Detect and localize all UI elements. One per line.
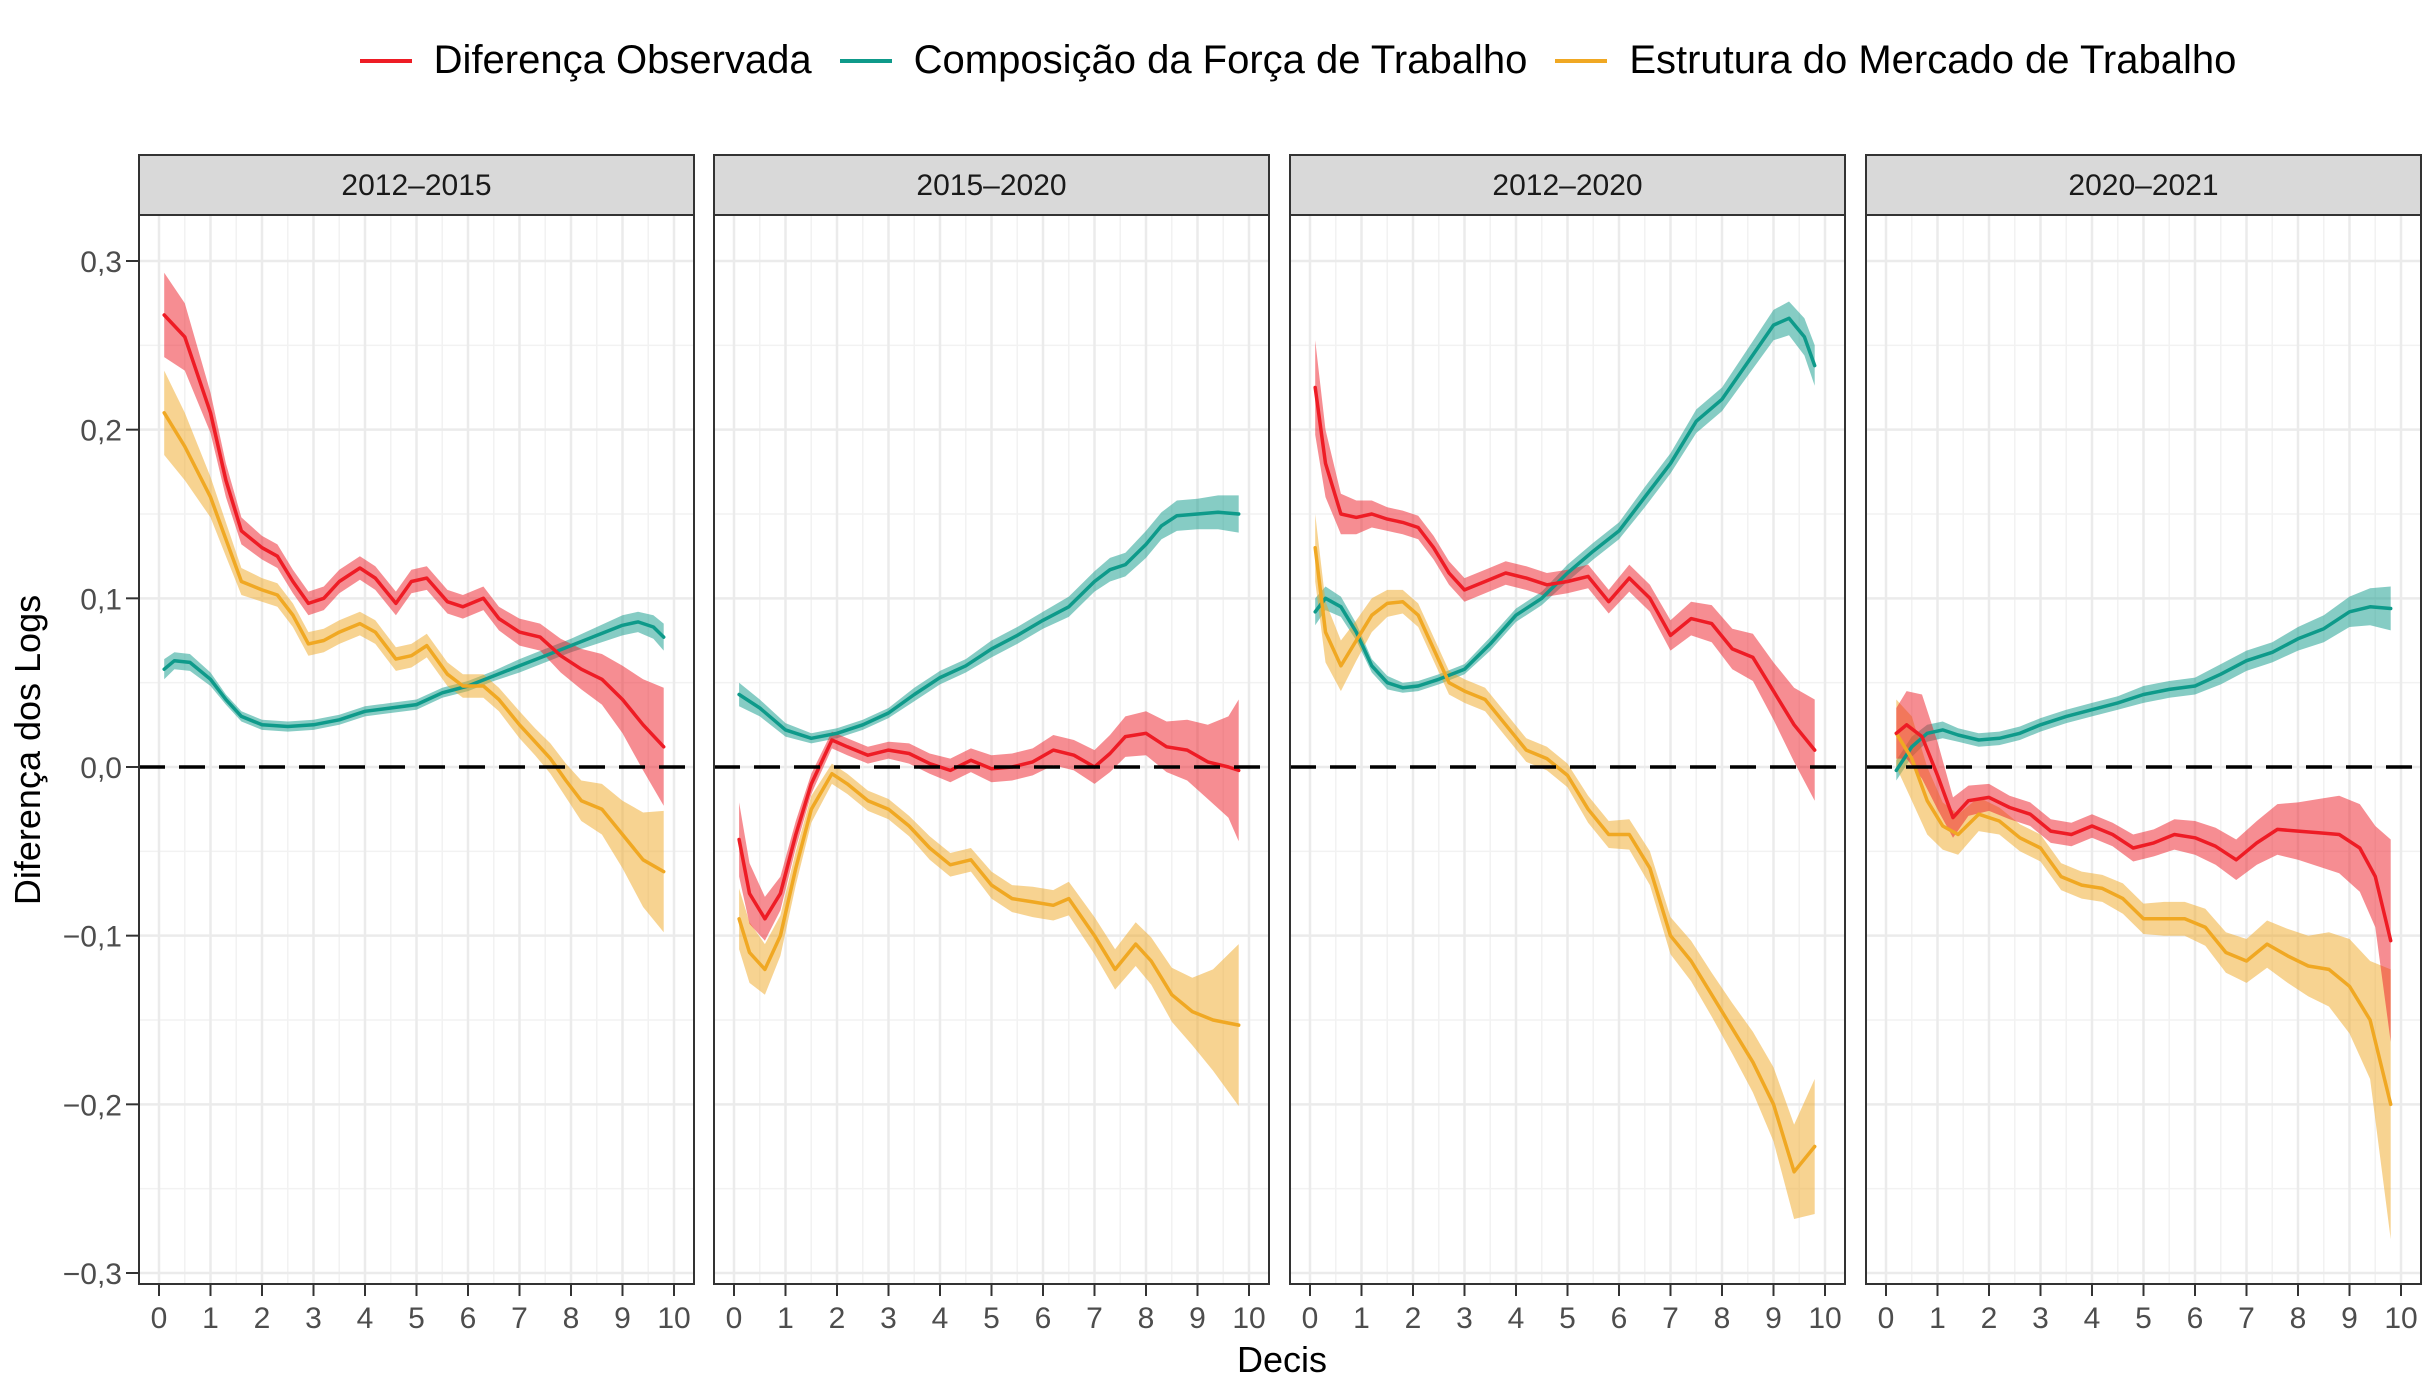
confidence-band-composition (164, 611, 664, 732)
panel-2012-2015: 2012–2015 0 1 2 3 4 5 6 7 8 9 10 (138, 154, 695, 1335)
panel-2015-2020: 2015–2020 0 1 2 3 4 5 6 7 8 9 10 (713, 154, 1270, 1335)
legend-item-observed: Diferença Observada (359, 38, 812, 83)
x-tick-label: 2 (1981, 1302, 1998, 1335)
x-tick-label: 7 (1662, 1302, 1679, 1335)
facet-strip (138, 154, 695, 216)
x-tick-label: 5 (983, 1302, 1000, 1335)
x-axis-title: Decis (1237, 1339, 1327, 1380)
facet-strip (1289, 154, 1846, 216)
y-axis-title: Diferença dos Logs (7, 595, 48, 905)
legend-label-structure: Estrutura do Mercado de Trabalho (1629, 38, 2237, 82)
x-tick-label: 8 (1714, 1302, 1731, 1335)
x-tick-label: 1 (202, 1302, 219, 1335)
series-line-composition (162, 620, 666, 729)
y-tick-label: 0,1 (80, 583, 122, 616)
legend-label-observed: Diferença Observada (433, 38, 812, 82)
series-line-observed (162, 313, 666, 749)
x-tick-label: 5 (408, 1302, 425, 1335)
panel-2012-2020: 2012–2020 0 1 2 3 4 5 6 7 8 9 10 (1289, 154, 1846, 1335)
facet-title: 2015–2020 (916, 169, 1066, 202)
x-tick-label: 9 (2341, 1302, 2358, 1335)
x-tick-label: 6 (2187, 1302, 2204, 1335)
confidence-band-observed (1315, 340, 1815, 801)
x-tick-label: 2 (1405, 1302, 1422, 1335)
y-tick-label: −0,2 (63, 1089, 122, 1122)
x-tick-label: 5 (2135, 1302, 2152, 1335)
x-tick-label: 7 (511, 1302, 528, 1335)
y-tick-label: 0,3 (80, 246, 122, 279)
series-line-observed (1313, 385, 1817, 752)
series-line-structure (1313, 545, 1817, 1174)
x-tick-label: 1 (1353, 1302, 1370, 1335)
series-line-structure (1894, 731, 2393, 1107)
x-tick-label: 8 (1138, 1302, 1155, 1335)
x-tick-label: 0 (1302, 1302, 1319, 1335)
x-tick-label: 2 (829, 1302, 846, 1335)
x-tick-label: 6 (1611, 1302, 1628, 1335)
legend-label-composition: Composição da Força de Trabalho (913, 38, 1528, 82)
legend-item-composition: Composição da Força de Trabalho (839, 38, 1528, 83)
x-tick-label: 0 (1878, 1302, 1895, 1335)
y-tick-label: 0,2 (80, 415, 122, 448)
legend-swatch-composition (839, 58, 892, 63)
confidence-band-structure (739, 763, 1239, 1106)
x-tick-label: 6 (460, 1302, 477, 1335)
y-tick-label: −0,1 (63, 921, 122, 954)
x-tick-label: 4 (932, 1302, 949, 1335)
facet-title: 2012–2020 (1492, 169, 1642, 202)
series-line-observed (1894, 723, 2393, 943)
x-tick-label: 9 (1189, 1302, 1206, 1335)
facet-strip (713, 154, 1270, 216)
confidence-band-structure (164, 370, 664, 933)
series-line-structure (162, 411, 666, 874)
x-tick-label: 5 (1559, 1302, 1576, 1335)
x-tick-label: 9 (1765, 1302, 1782, 1335)
panel-2020-2021: 2020–2021 0 1 2 3 4 5 6 7 8 9 10 (1865, 154, 2422, 1335)
series-line-structure (737, 771, 1241, 1027)
legend-swatch-structure (1555, 58, 1608, 63)
x-tick-label: 2 (254, 1302, 271, 1335)
facet-title: 2012–2015 (341, 169, 491, 202)
legend: Diferença Observada Composição da Força … (0, 38, 2436, 83)
x-tick-label: 4 (357, 1302, 374, 1335)
confidence-band-observed (164, 272, 664, 806)
confidence-band-composition (739, 495, 1239, 744)
x-tick-label: 3 (305, 1302, 322, 1335)
confidence-band-observed (739, 699, 1239, 941)
x-tick-label: 1 (1929, 1302, 1946, 1335)
x-tick-label: 9 (614, 1302, 631, 1335)
series-line-composition (1894, 605, 2393, 773)
facet-title: 2020–2021 (2068, 169, 2218, 202)
x-tick-label: 10 (1808, 1302, 1841, 1335)
x-tick-label: 3 (880, 1302, 897, 1335)
x-tick-label: 7 (1086, 1302, 1103, 1335)
x-tick-label: 4 (2084, 1302, 2101, 1335)
x-tick-label: 7 (2238, 1302, 2255, 1335)
y-tick-label: 0,0 (80, 752, 122, 785)
facet-strip (1865, 154, 2422, 216)
series-line-observed (737, 731, 1241, 921)
x-tick-label: 1 (777, 1302, 794, 1335)
x-tick-label: 10 (2384, 1302, 2417, 1335)
x-tick-label: 3 (2032, 1302, 2049, 1335)
x-tick-label: 4 (1508, 1302, 1525, 1335)
x-tick-label: 0 (726, 1302, 743, 1335)
confidence-band-structure (1896, 699, 2391, 1240)
x-tick-label: 6 (1035, 1302, 1052, 1335)
x-tick-label: 3 (1456, 1302, 1473, 1335)
x-tick-label: 0 (151, 1302, 168, 1335)
x-tick-label: 8 (2290, 1302, 2307, 1335)
x-tick-label: 8 (563, 1302, 580, 1335)
x-tick-label: 10 (1232, 1302, 1265, 1335)
x-tick-label: 10 (657, 1302, 690, 1335)
legend-swatch-observed (359, 58, 412, 63)
series-line-composition (1313, 316, 1817, 690)
y-tick-label: −0,3 (63, 1258, 122, 1291)
legend-item-structure: Estrutura do Mercado de Trabalho (1555, 38, 2236, 83)
series-line-composition (737, 510, 1241, 741)
